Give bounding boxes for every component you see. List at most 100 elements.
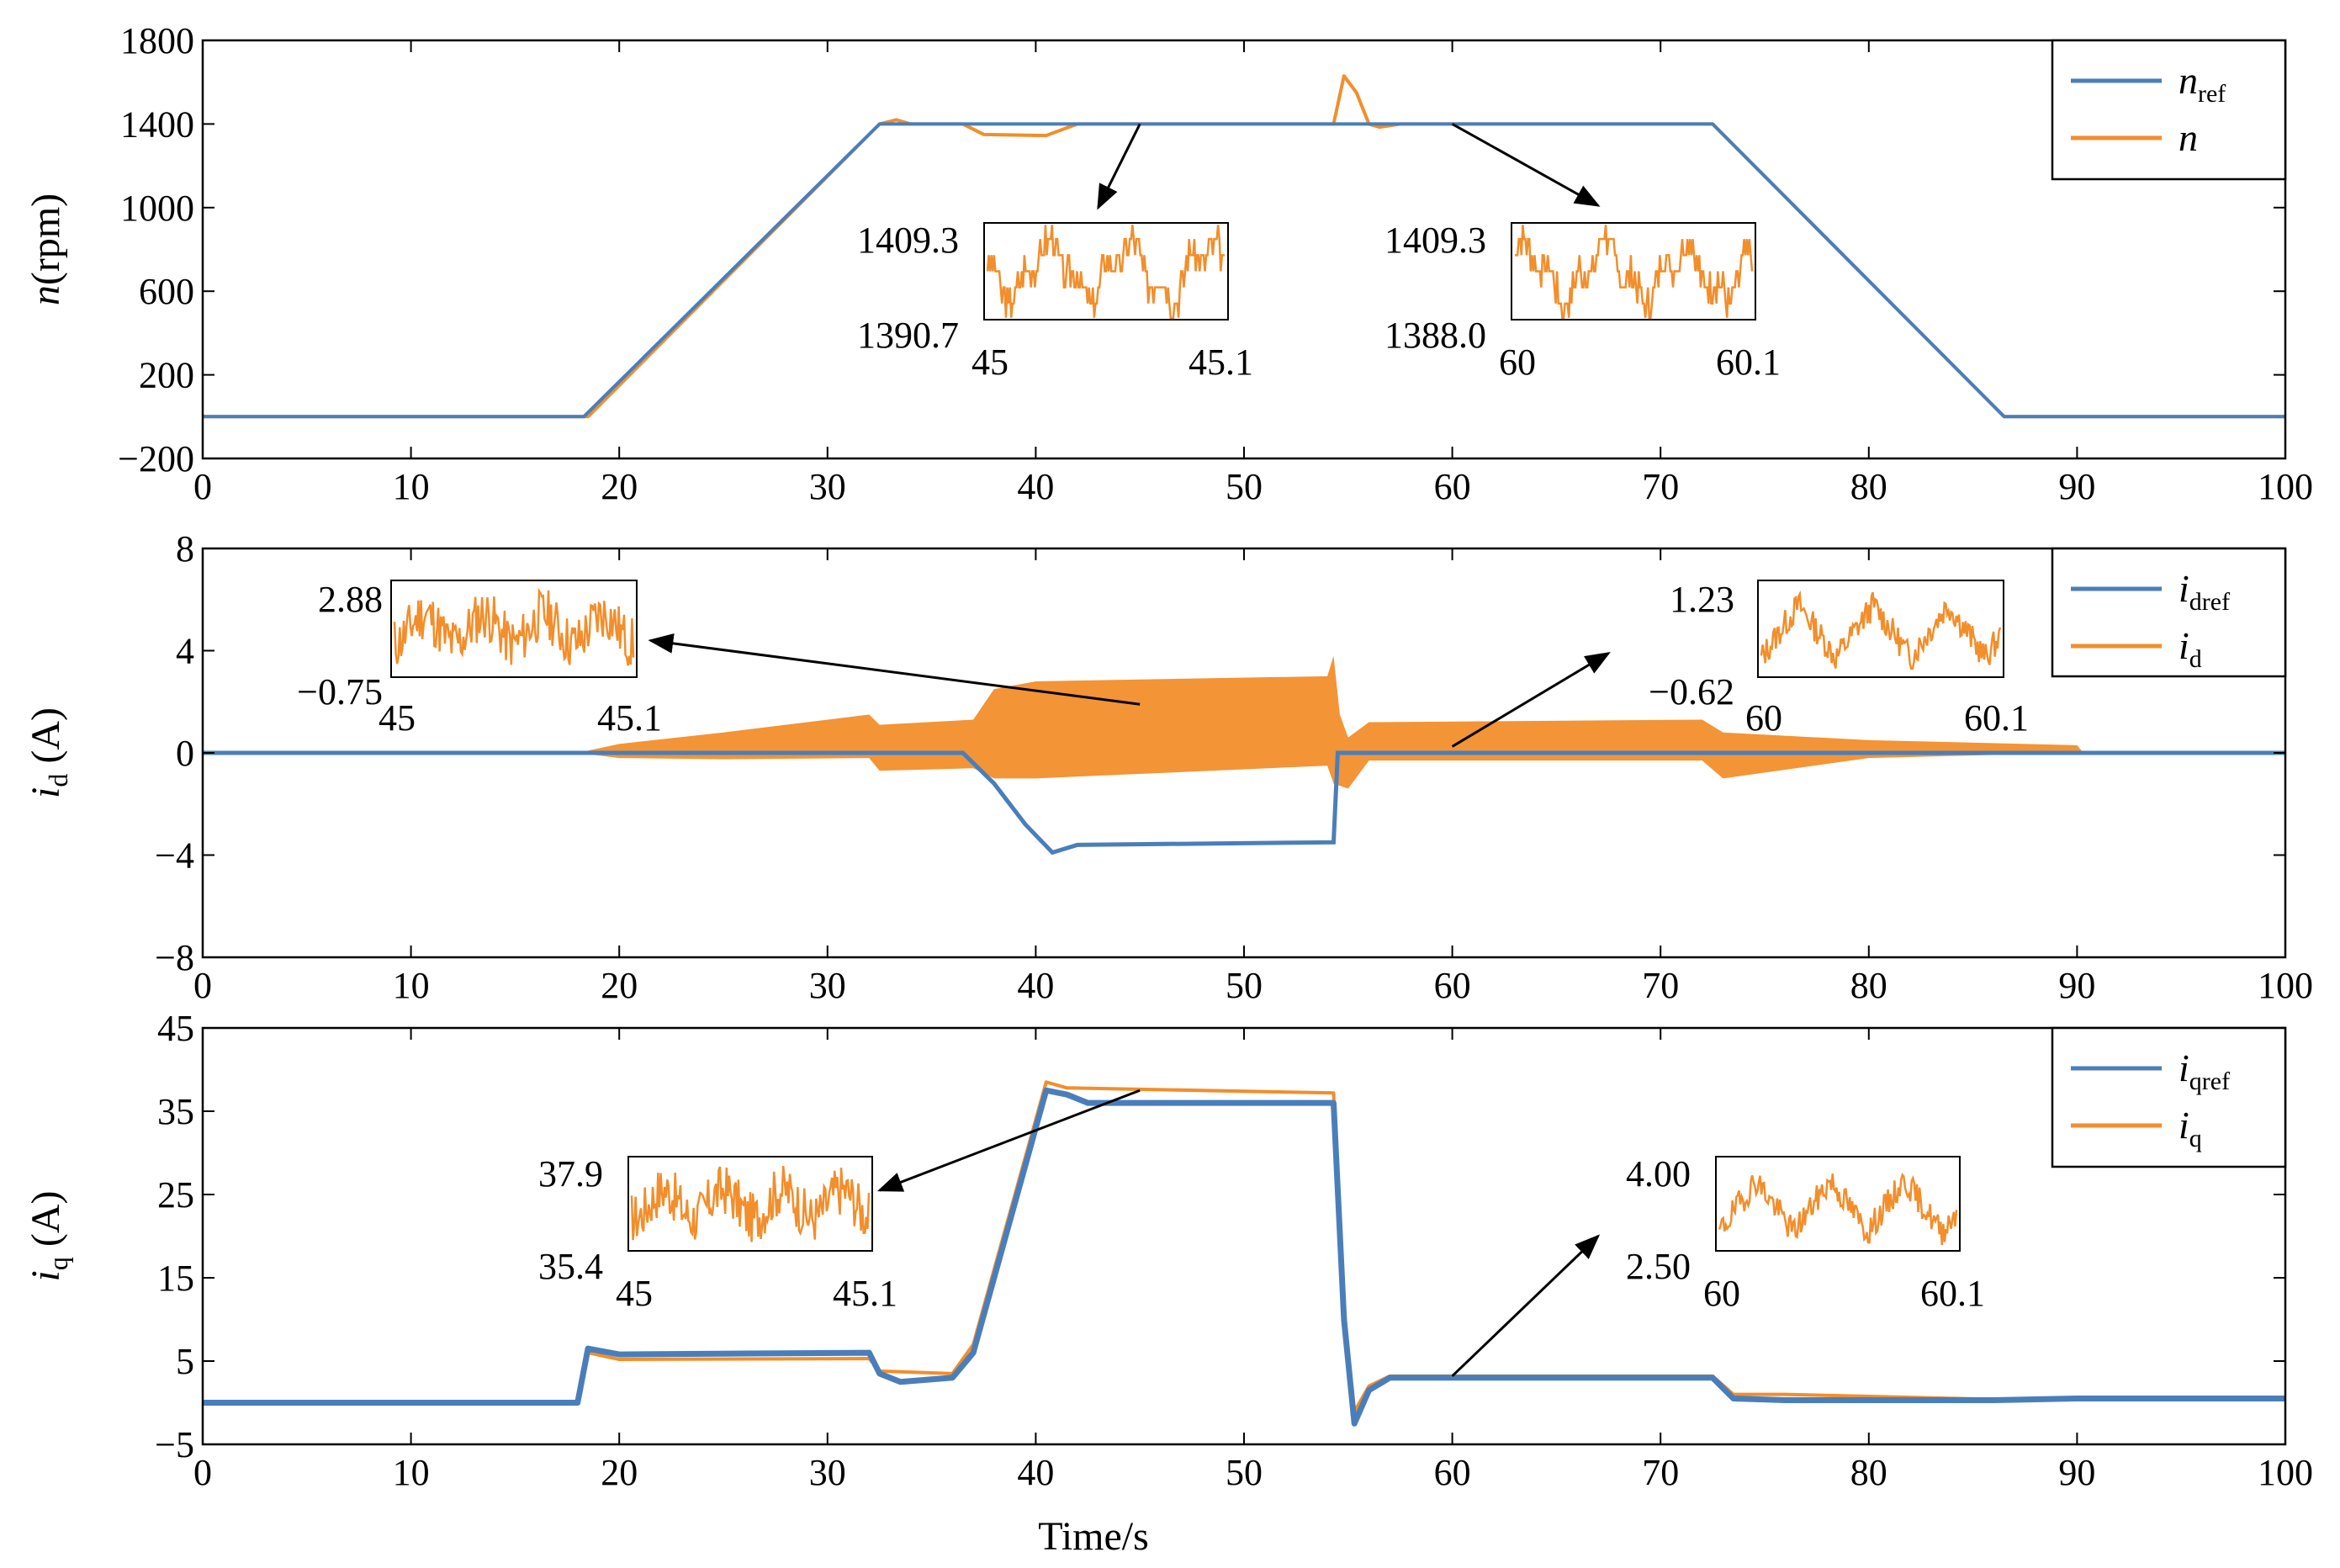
x-tick-label: 10	[393, 1452, 430, 1493]
legend-label-iq: iq	[2179, 1104, 2202, 1152]
y-label-unit: (A)	[24, 707, 68, 774]
x-tick-label: 0	[193, 1452, 212, 1493]
series-idref-line-top	[203, 750, 2285, 856]
x-tick-label: 0	[193, 965, 212, 1006]
inset-ymin-label: 2.50	[1626, 1246, 1691, 1287]
inset-x0-label: 60	[1745, 697, 1782, 739]
legend-label-idref: idref	[2179, 567, 2230, 616]
x-tick-label: 10	[393, 466, 430, 507]
inset-x0-label: 60	[1703, 1273, 1740, 1314]
y-tick-label: 0	[176, 733, 194, 774]
inset-ymax-label: 2.88	[318, 579, 383, 620]
inset-box	[1715, 1156, 1961, 1252]
y-tick-label: 1800	[120, 20, 194, 61]
legend: idref id	[2051, 547, 2287, 678]
inset-60: 4.00 2.50 60 60.1	[1451, 1153, 1985, 1377]
inset-arrow	[1451, 1234, 1601, 1377]
inset-ymin-label: 1390.7	[857, 315, 959, 356]
x-tick-label: 0	[193, 466, 212, 507]
inset-x1-label: 60.1	[1716, 342, 1781, 383]
inset-signal	[630, 1165, 871, 1242]
inset-ymax-label: 37.9	[538, 1153, 603, 1195]
y-axis-label: iq (A)	[24, 1191, 73, 1282]
legend-box	[2051, 547, 2287, 678]
y-tick-label: −8	[155, 937, 194, 978]
inset-signal	[1515, 225, 1754, 319]
inset-x1-label: 60.1	[1920, 1273, 1985, 1314]
series-iq-line	[203, 1080, 2285, 1417]
y-label-unit: (A)	[24, 1191, 68, 1258]
inset-45: 37.9 35.4 45 45.1	[538, 1089, 1141, 1314]
x-tick-label: 80	[1850, 965, 1887, 1006]
inset-x0-label: 45	[971, 342, 1009, 383]
inset-x1-label: 45.1	[597, 697, 662, 739]
x-tick-label: 40	[1017, 965, 1054, 1006]
inset-arrow	[648, 633, 1141, 706]
y-label-unit: (rpm)	[24, 193, 68, 285]
x-tick-label: 30	[809, 1452, 846, 1493]
x-tick-label: 80	[1850, 466, 1887, 507]
inset-x0-label: 60	[1499, 342, 1536, 383]
y-tick-label: 600	[139, 271, 194, 312]
series-nref-line	[203, 122, 2285, 419]
panel-id: 0 10 20 30 40 50 60 70 80 90 100 −8 −4 0 4 8 id (A) idref…	[24, 528, 2313, 1006]
x-tick-label: 50	[1226, 965, 1263, 1006]
legend-label-nref: nref	[2179, 59, 2226, 108]
x-tick-label: 20	[601, 1452, 638, 1493]
x-tick-label: 90	[2058, 1452, 2095, 1493]
series-id-line	[577, 655, 2083, 789]
x-tick-label: 70	[1642, 965, 1679, 1006]
y-label-symbol: n	[24, 285, 68, 305]
axes-frame	[201, 39, 2287, 460]
inset-arrow	[1451, 123, 1601, 207]
inset-x0-label: 45	[616, 1273, 653, 1314]
inset-arrow	[1451, 651, 1611, 748]
legend-label-n: n	[2179, 116, 2198, 159]
inset-ymax-label: 1.23	[1670, 579, 1734, 620]
legend-label-iqref: iqref	[2179, 1046, 2230, 1095]
y-tick-label: 5	[176, 1341, 194, 1382]
x-tick-label: 40	[1017, 466, 1054, 507]
series-iqref-line	[203, 1087, 2285, 1427]
inset-x1-label: 45.1	[833, 1273, 897, 1314]
inset-arrow	[876, 1089, 1141, 1192]
y-tick-label: 4	[176, 631, 194, 672]
y-tick-label: 200	[139, 355, 194, 396]
y-label-symbol: i	[24, 1270, 68, 1281]
panel-speed: 0 10 20 30 40 50 60 70 80 90 100 −200 200 600 1000 1400…	[24, 20, 2313, 507]
x-axis-label: Time/s	[1038, 1514, 1149, 1559]
x-tick-label: 30	[809, 466, 846, 507]
inset-ymin-label: 1388.0	[1384, 315, 1486, 356]
x-tick-label: 10	[393, 965, 430, 1006]
series-group	[203, 655, 2285, 856]
x-tick-label: 70	[1642, 1452, 1679, 1493]
legend: nref n	[2051, 39, 2287, 181]
x-tick-label: 40	[1017, 1452, 1054, 1493]
y-tick-label: 1000	[120, 188, 194, 229]
inset-60: 1409.3 1388.0 60 60.1	[1384, 123, 1781, 383]
inset-arrow	[1097, 123, 1141, 210]
y-label-symbol: i	[24, 787, 68, 798]
series-group	[203, 1080, 2285, 1427]
x-tick-label: 60	[1434, 466, 1471, 507]
y-tick-label: 25	[157, 1174, 194, 1216]
legend: iqref iq	[2051, 1026, 2287, 1168]
inset-60: 1.23 −0.62 60 60.1	[1451, 579, 2029, 748]
x-tick-label: 100	[2258, 965, 2313, 1006]
x-tick-label: 60	[1434, 1452, 1471, 1493]
y-tick-label: 35	[157, 1091, 194, 1132]
x-tick-label: 100	[2258, 466, 2313, 507]
x-tick-label: 60	[1434, 965, 1471, 1006]
x-tick-label: 90	[2058, 466, 2095, 507]
x-tick-label: 100	[2258, 1452, 2313, 1493]
inset-signal	[1760, 590, 2002, 670]
y-label-subscript: q	[43, 1257, 73, 1270]
x-tick-label: 20	[601, 965, 638, 1006]
legend-box	[2051, 39, 2287, 181]
x-tick-label: 70	[1642, 466, 1679, 507]
x-tick-label: 20	[601, 466, 638, 507]
inset-ymax-label: 1409.3	[857, 220, 959, 261]
inset-signal	[986, 225, 1225, 319]
x-tick-label: 80	[1850, 1452, 1887, 1493]
